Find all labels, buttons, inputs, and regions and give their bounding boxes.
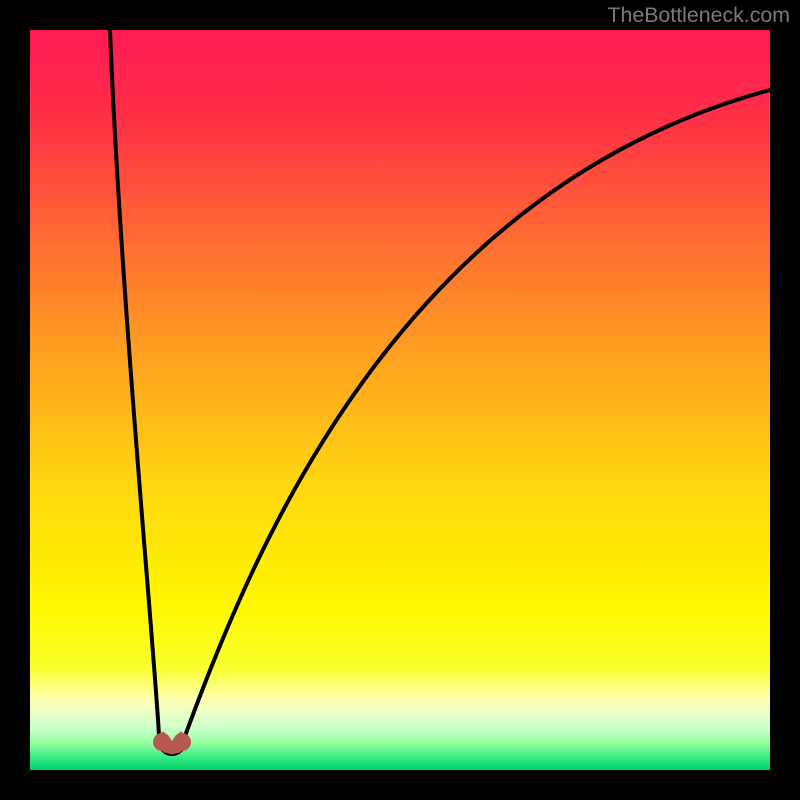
watermark-text: TheBottleneck.com [607, 3, 790, 28]
bottleneck-curve [30, 30, 770, 770]
dip-dot [173, 733, 191, 751]
plot-frame [30, 30, 770, 770]
dip-dot [153, 733, 171, 751]
chart-container: TheBottleneck.com [0, 0, 800, 800]
bottleneck-curve-path [110, 30, 770, 754]
